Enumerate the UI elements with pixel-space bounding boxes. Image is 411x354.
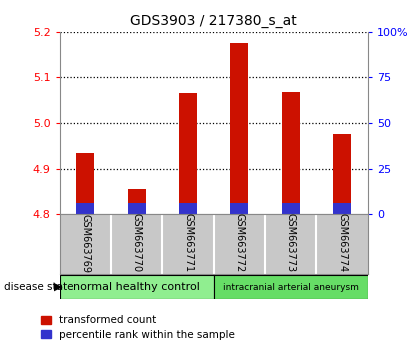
- Bar: [333, 203, 351, 214]
- Title: GDS3903 / 217380_s_at: GDS3903 / 217380_s_at: [130, 14, 297, 28]
- Text: GSM663772: GSM663772: [234, 213, 245, 273]
- Bar: [214, 275, 368, 299]
- Text: ▶: ▶: [54, 282, 63, 292]
- Bar: [282, 203, 300, 214]
- Bar: [128, 203, 145, 214]
- Bar: [231, 43, 248, 214]
- Bar: [128, 189, 145, 214]
- Text: normal healthy control: normal healthy control: [73, 282, 200, 292]
- Text: GSM663771: GSM663771: [183, 213, 193, 273]
- Text: GSM663769: GSM663769: [80, 213, 90, 273]
- Legend: transformed count, percentile rank within the sample: transformed count, percentile rank withi…: [37, 311, 239, 344]
- Bar: [231, 203, 248, 214]
- Bar: [60, 275, 214, 299]
- Bar: [333, 135, 351, 214]
- Bar: [179, 203, 197, 214]
- Bar: [76, 153, 94, 214]
- Bar: [76, 203, 94, 214]
- Text: intracranial arterial aneurysm: intracranial arterial aneurysm: [223, 282, 359, 292]
- Text: GSM663774: GSM663774: [337, 213, 347, 273]
- Bar: [179, 93, 197, 214]
- Text: disease state: disease state: [4, 282, 74, 292]
- Text: GSM663773: GSM663773: [286, 213, 296, 273]
- Bar: [282, 92, 300, 214]
- Text: GSM663770: GSM663770: [132, 213, 142, 273]
